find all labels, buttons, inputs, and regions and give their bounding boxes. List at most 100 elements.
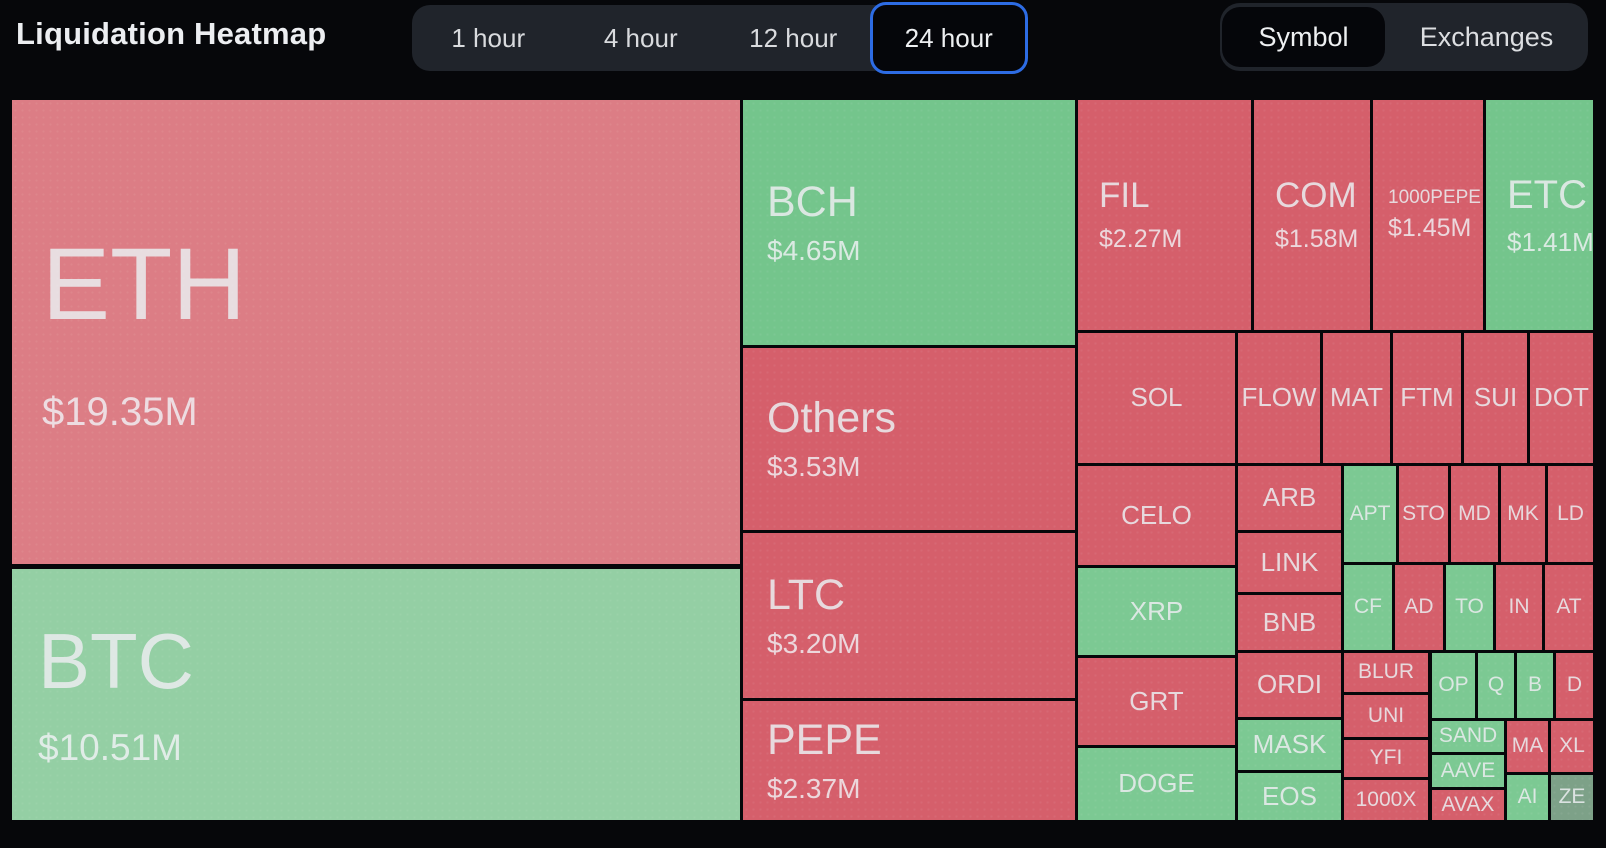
cell-symbol: MD <box>1458 501 1491 525</box>
treemap-cell-bch[interactable]: BCH $4.65M <box>743 100 1075 345</box>
cell-symbol: XL <box>1559 734 1585 758</box>
cell-symbol: MAT <box>1330 382 1383 413</box>
cell-symbol: OP <box>1438 673 1469 697</box>
cell-symbol: CF <box>1354 595 1382 619</box>
treemap-cell-sui[interactable]: SUI <box>1464 333 1527 463</box>
cell-symbol: APT <box>1349 501 1391 525</box>
treemap-cell-ordi[interactable]: ORDI <box>1238 653 1341 717</box>
treemap-cell-md[interactable]: MD <box>1451 466 1498 562</box>
treemap-cell-aave[interactable]: AAVE <box>1432 755 1504 787</box>
cell-symbol: XRP <box>1129 595 1184 626</box>
treemap-cell-eth[interactable]: ETH $19.35M <box>12 100 740 564</box>
treemap-cell-pepe[interactable]: PEPE $2.37M <box>743 701 1075 820</box>
cell-value: $10.51M <box>38 727 182 769</box>
treemap-cell-grt[interactable]: GRT <box>1078 658 1235 745</box>
treemap-cell-sand[interactable]: SAND <box>1432 721 1504 752</box>
treemap-cell-xrp[interactable]: XRP <box>1078 568 1235 655</box>
cell-symbol: SOL <box>1130 382 1183 413</box>
cell-symbol: FIL <box>1099 175 1150 215</box>
treemap-cell-celo[interactable]: CELO <box>1078 466 1235 565</box>
treemap-cell-btc[interactable]: BTC $10.51M <box>12 569 740 820</box>
cell-value: $2.27M <box>1099 225 1183 254</box>
cell-symbol: TO <box>1455 595 1484 619</box>
treemap-cell-ld[interactable]: LD <box>1548 466 1593 562</box>
treemap-cell-q[interactable]: Q <box>1478 653 1514 718</box>
treemap-cell-op[interactable]: OP <box>1432 653 1475 718</box>
cell-symbol: 1000PEPE <box>1388 187 1481 209</box>
cell-symbol: ETH <box>42 227 246 342</box>
treemap-cell-1000x[interactable]: 1000X <box>1344 780 1428 820</box>
treemap-cell-bnb[interactable]: BNB <box>1238 595 1341 650</box>
time-range-tabs: 1 hour 4 hour 12 hour 24 hour <box>412 2 1028 74</box>
cell-symbol: BNB <box>1262 606 1317 637</box>
treemap-cell-link[interactable]: LINK <box>1238 533 1341 592</box>
tab-symbol[interactable]: Symbol <box>1222 7 1385 67</box>
treemap-cell-mask[interactable]: MASK <box>1238 720 1341 770</box>
cell-value: $1.58M <box>1275 225 1359 254</box>
page-title: Liquidation Heatmap <box>16 16 327 51</box>
cell-symbol: ETC <box>1507 172 1587 217</box>
cell-symbol: ZE <box>1558 785 1586 809</box>
cell-symbol: D <box>1566 673 1583 697</box>
cell-value: $3.20M <box>767 627 861 659</box>
cell-symbol: SAND <box>1438 724 1498 748</box>
cell-symbol: MK <box>1507 501 1539 525</box>
treemap-cell-etc[interactable]: ETC $1.41M <box>1486 100 1593 330</box>
treemap-cell-avax[interactable]: AVAX <box>1432 790 1504 820</box>
cell-symbol: EOS <box>1262 780 1317 811</box>
cell-symbol: PEPE <box>767 715 882 764</box>
treemap-cell-ftm[interactable]: FTM <box>1393 333 1461 463</box>
treemap-cell-b[interactable]: B <box>1517 653 1553 718</box>
treemap-cell-blur[interactable]: BLUR <box>1344 653 1428 692</box>
treemap-cell-dot[interactable]: DOT <box>1530 333 1593 463</box>
cell-value: $2.37M <box>767 772 861 804</box>
treemap-cell-doge[interactable]: DOGE <box>1078 748 1235 820</box>
treemap-cell-sto[interactable]: STO <box>1399 466 1448 562</box>
treemap-cell-mk[interactable]: MK <box>1501 466 1545 562</box>
cell-symbol: B <box>1527 673 1542 697</box>
tab-4-hour[interactable]: 4 hour <box>603 22 678 53</box>
cell-symbol: LINK <box>1260 546 1319 577</box>
cell-symbol: FTM <box>1400 382 1454 413</box>
tab-exchanges[interactable]: Exchanges <box>1419 21 1554 52</box>
treemap-cell-1000pepe[interactable]: 1000PEPE $1.45M <box>1373 100 1483 330</box>
cell-symbol: FLOW <box>1241 382 1317 413</box>
treemap-cell-xl[interactable]: XL <box>1551 721 1593 772</box>
treemap-cell-arb[interactable]: ARB <box>1238 466 1341 530</box>
cell-symbol: AI <box>1517 785 1538 809</box>
tab-12-hour[interactable]: 12 hour <box>749 22 838 53</box>
treemap-cell-ze[interactable]: ZE <box>1551 775 1593 820</box>
cell-symbol: ORDI <box>1257 669 1322 700</box>
treemap-cell-ad[interactable]: AD <box>1395 565 1443 650</box>
cell-symbol: AT <box>1556 595 1582 619</box>
cell-symbol: LTC <box>767 570 846 619</box>
treemap-cell-to[interactable]: TO <box>1446 565 1493 650</box>
treemap-cell-ma[interactable]: MA <box>1507 721 1548 772</box>
cell-value: $4.65M <box>767 234 861 266</box>
cell-value: $3.53M <box>767 451 861 483</box>
cell-symbol: BTC <box>38 617 194 706</box>
treemap-cell-others[interactable]: Others $3.53M <box>743 348 1075 530</box>
treemap-cell-yfi[interactable]: YFI <box>1344 740 1428 777</box>
cell-symbol: MASK <box>1252 729 1327 760</box>
treemap-cell-at[interactable]: AT <box>1545 565 1593 650</box>
tab-24-hour[interactable]: 24 hour <box>869 2 1028 74</box>
treemap-cell-eos[interactable]: EOS <box>1238 773 1341 820</box>
treemap-cell-sol[interactable]: SOL <box>1078 333 1235 463</box>
treemap-cell-fil[interactable]: FIL $2.27M <box>1078 100 1251 330</box>
treemap-cell-apt[interactable]: APT <box>1344 466 1396 562</box>
treemap-cell-uni[interactable]: UNI <box>1344 695 1428 737</box>
treemap-cell-com[interactable]: COM $1.58M <box>1254 100 1370 330</box>
cell-symbol: UNI <box>1367 703 1405 727</box>
treemap-cell-ltc[interactable]: LTC $3.20M <box>743 533 1075 698</box>
treemap-cell-ai[interactable]: AI <box>1507 775 1548 820</box>
treemap-cell-cf[interactable]: CF <box>1344 565 1392 650</box>
treemap-cell-mat[interactable]: MAT <box>1323 333 1390 463</box>
treemap-cell-d[interactable]: D <box>1556 653 1593 718</box>
tab-1-hour[interactable]: 1 hour <box>451 22 526 53</box>
treemap-cell-flow[interactable]: FLOW <box>1238 333 1320 463</box>
cell-symbol: YFI <box>1369 746 1403 770</box>
cell-symbol: LD <box>1557 501 1584 525</box>
treemap-cell-in[interactable]: IN <box>1496 565 1542 650</box>
